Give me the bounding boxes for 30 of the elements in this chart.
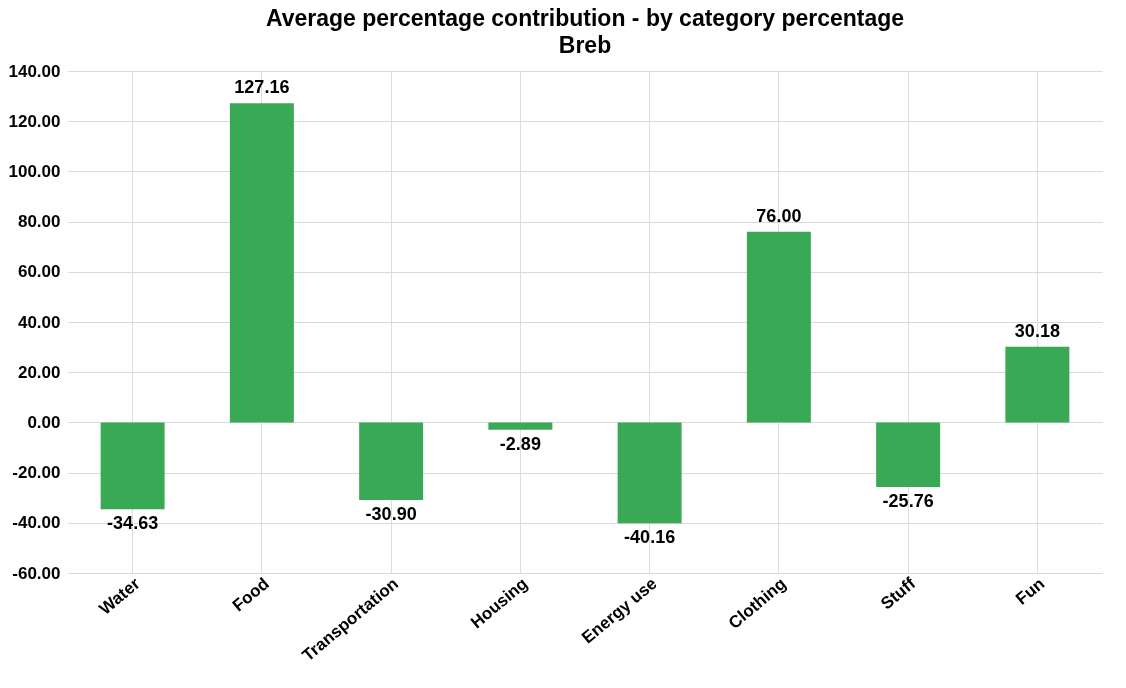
y-tick-label: 60.00	[17, 262, 61, 282]
y-tick-label: -40.00	[12, 513, 61, 533]
bar	[1005, 346, 1070, 423]
bar	[617, 422, 682, 524]
bar	[488, 422, 553, 430]
x-tick-label: Fun	[1012, 573, 1049, 609]
data-label: -30.90	[365, 503, 417, 524]
bar	[876, 422, 941, 488]
y-tick-label: 140.00	[8, 61, 61, 81]
y-tick-label: 100.00	[8, 161, 61, 181]
y-tick-label: 120.00	[8, 111, 61, 131]
bar	[359, 422, 424, 500]
bar	[229, 103, 294, 423]
bar	[746, 231, 811, 423]
y-tick-label: 20.00	[17, 362, 61, 382]
y-tick-label: 80.00	[17, 212, 61, 232]
data-label: -40.16	[624, 527, 676, 548]
y-tick-label: -20.00	[12, 463, 61, 483]
data-label: 127.16	[234, 77, 290, 98]
chart-subtitle: Breb	[558, 32, 612, 58]
data-label: 30.18	[1014, 320, 1060, 341]
y-tick-label: -60.00	[12, 563, 61, 583]
data-label: 76.00	[756, 205, 802, 226]
chart-title: Average percentage contribution - by category percentage	[265, 5, 905, 31]
y-tick-label: 40.00	[17, 312, 61, 332]
y-tick-label: 0.00	[27, 412, 61, 432]
bar	[100, 422, 165, 510]
data-label: -2.89	[499, 433, 541, 454]
data-label: -25.76	[882, 491, 934, 512]
data-label: -34.63	[107, 513, 159, 534]
